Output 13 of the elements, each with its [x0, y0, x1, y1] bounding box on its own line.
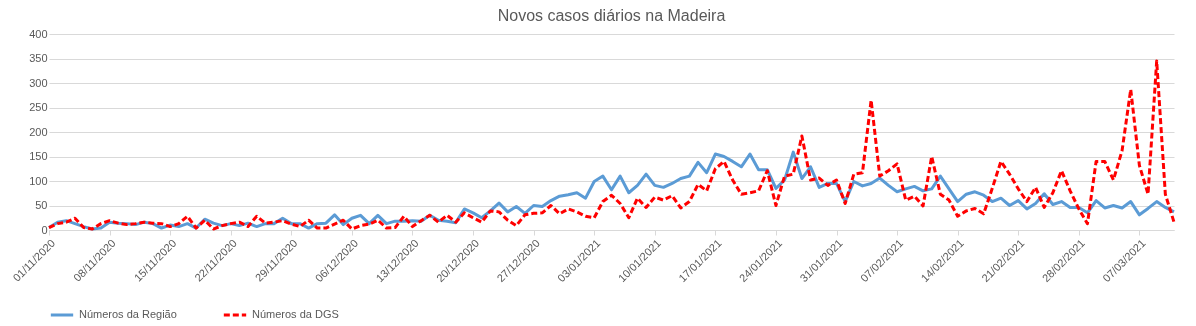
- y-tick-label: 50: [35, 199, 48, 211]
- legend-label: Números da DGS: [252, 308, 339, 320]
- line-series: [47, 59, 1176, 231]
- y-tick-label: 350: [29, 52, 48, 64]
- legend-label: Números da Região: [79, 308, 177, 320]
- chart-title: Novos casos diários na Madeira: [497, 7, 726, 24]
- y-tick-label: 0: [41, 223, 48, 236]
- y-tick-label: 400: [29, 27, 48, 40]
- y-tick-label: 100: [29, 174, 48, 187]
- y-tick-label: 200: [29, 125, 48, 138]
- y-tick-label: 300: [29, 76, 48, 89]
- y-tick-label: 250: [29, 101, 48, 113]
- y-tick-label: 150: [29, 150, 48, 162]
